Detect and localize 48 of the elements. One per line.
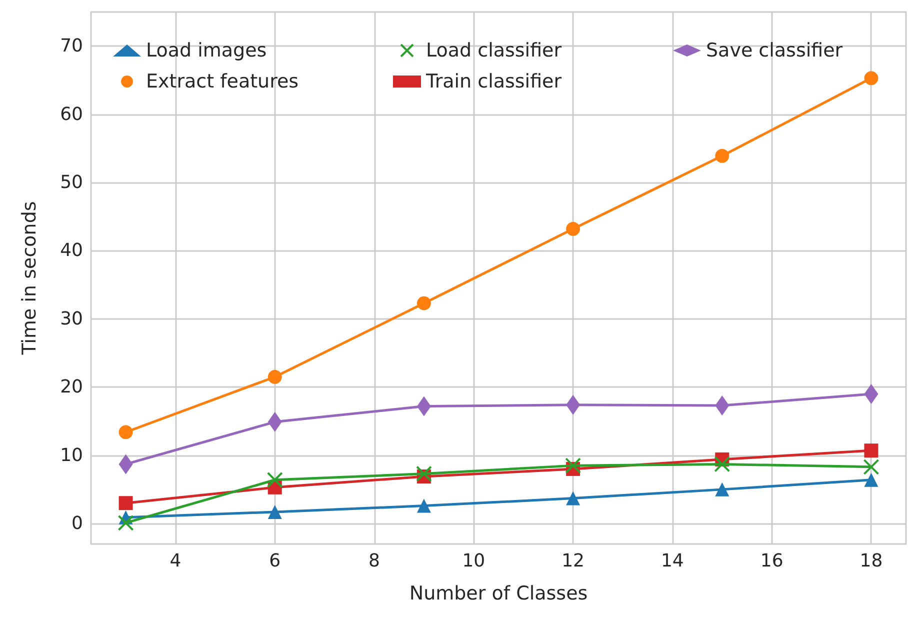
point [416, 498, 431, 513]
point [416, 396, 431, 416]
legend-label: Load images [146, 40, 267, 62]
point [266, 472, 283, 488]
x-tick-label: 6 [269, 550, 281, 572]
point [864, 71, 878, 86]
point [566, 222, 580, 236]
point [416, 296, 431, 310]
point [268, 412, 282, 432]
point [118, 514, 134, 531]
y-tick-label: 30 [60, 308, 83, 330]
point [714, 456, 730, 472]
legend-label: Train classifier [425, 70, 562, 92]
point [268, 504, 282, 519]
point [118, 496, 133, 510]
x-tick-label: 8 [368, 550, 380, 572]
x-tick-label: 16 [760, 550, 784, 572]
y-tick-label: 40 [60, 240, 83, 262]
y-axis-title: Time in seconds [18, 201, 40, 356]
point [715, 482, 730, 496]
point [118, 454, 133, 474]
legend-label: Save classifier [706, 40, 843, 62]
y-tick-label: 60 [60, 104, 83, 125]
point [715, 396, 730, 416]
x-tick-label: 18 [860, 550, 883, 572]
point [864, 444, 878, 458]
point [715, 148, 730, 163]
point [566, 394, 580, 415]
point [268, 370, 282, 384]
y-tick-label: 20 [60, 376, 83, 398]
x-tick-label: 14 [660, 550, 684, 572]
x-axis-title: Number of Classes [409, 582, 588, 604]
point [416, 466, 432, 482]
point [566, 491, 580, 506]
y-tick-label: 50 [60, 172, 83, 194]
y-tick-label: 10 [60, 444, 83, 466]
legend-label: Extract features [146, 70, 299, 92]
point [863, 458, 880, 475]
point [118, 425, 133, 440]
y-tick-label: 70 [60, 36, 83, 57]
x-tick-label: 10 [462, 550, 486, 572]
point [565, 458, 582, 474]
x-tick-label: 12 [562, 550, 584, 572]
x-tick-label: 4 [170, 550, 182, 572]
y-tick-label: 0 [72, 513, 83, 534]
point [864, 472, 878, 487]
point [864, 384, 878, 404]
legend-label: Load classifier [426, 40, 562, 62]
